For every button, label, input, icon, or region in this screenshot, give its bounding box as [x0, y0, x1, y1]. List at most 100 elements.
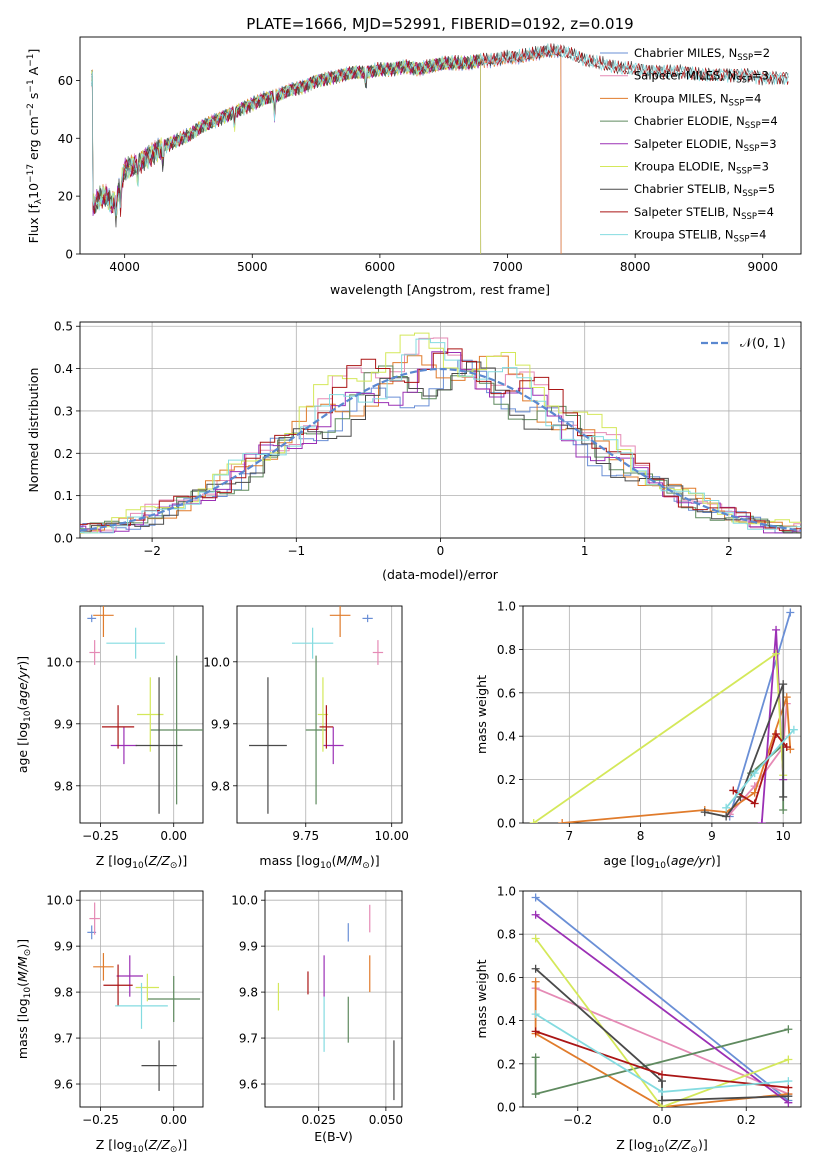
histogram-series	[80, 338, 801, 534]
legend-entry: Salpeter ELODIE, NSSP=3	[634, 137, 777, 154]
y-tick-label: 9.8	[239, 986, 258, 1000]
weight-marker	[531, 964, 540, 973]
weight-marker	[757, 819, 766, 823]
weight-marker	[531, 934, 540, 943]
x-tick-label: 9000	[747, 260, 778, 274]
weight-marker	[700, 808, 709, 817]
weight-marker	[531, 1010, 540, 1019]
weight-series	[534, 937, 789, 1107]
y-tick-label: 0.0	[54, 532, 73, 546]
axes-frame	[79, 890, 204, 1108]
x-tick-label: −0.25	[82, 829, 119, 843]
y-tick-label: 40	[58, 132, 73, 146]
weight-marker	[772, 625, 781, 634]
spectrum-line	[91, 43, 789, 217]
weight-marker	[750, 769, 759, 778]
z-weight-panel: −0.2 0.0 0.2 0.0 0.2 0.4 0.6 0.8 1.0 Z [log10(Z/Z…	[474, 885, 802, 1155]
weight-marker	[531, 977, 540, 986]
z-age-panel: −0.25 0.00 9.8 9.9 10.0 Z [log10(Z/Z⊙)] age [l…	[15, 605, 204, 871]
weight-marker	[529, 819, 538, 823]
x-tick-label: −2	[143, 544, 161, 558]
x-tick-label: 7000	[492, 260, 523, 274]
weight-marker	[531, 1027, 540, 1036]
x-tick-label: −0.25	[82, 1113, 119, 1127]
x-tick-label: 10.00	[375, 829, 409, 843]
legend-entry: 𝒩(0, 1)	[740, 335, 786, 350]
weight-marker	[779, 805, 788, 814]
legend-entry: Kroupa MILES, NSSP=4	[634, 91, 761, 108]
weight-marker	[784, 1077, 793, 1086]
y-tick-label: 0.2	[54, 447, 73, 461]
figure-title: PLATE=1666, MJD=52991, FIBERID=0192, z=0…	[246, 15, 633, 33]
histogram-series	[80, 348, 801, 531]
x-tick-label: 10	[776, 829, 791, 843]
y-tick-label: 0.6	[497, 686, 516, 700]
y-axis-label: Normed distribution	[26, 368, 41, 493]
spectrum-line	[91, 43, 789, 217]
y-axis-label: mass weight	[474, 675, 489, 754]
age-weight-panel: 7 8 9 10 0.0 0.2 0.4 0.6 0.8 1.0 age [log10(age/yr…	[474, 600, 802, 871]
axes-frame	[79, 36, 802, 255]
histograms	[80, 332, 801, 534]
legend-entry: Kroupa STELIB, NSSP=4	[634, 228, 766, 245]
y-tick-label: 0.2	[497, 773, 516, 787]
x-axis-label: E(B-V)	[314, 1129, 353, 1144]
weight-marker	[722, 803, 731, 812]
gaussian-curve	[80, 367, 801, 532]
x-tick-label: 9	[708, 829, 716, 843]
histogram-series	[80, 337, 801, 532]
x-tick-label: 5000	[237, 260, 268, 274]
legend-entry: Salpeter STELIB, NSSP=4	[634, 205, 774, 222]
weight-marker	[531, 893, 540, 902]
x-tick-label: 0.0	[652, 1113, 671, 1127]
y-axis-label: age [log10(age/yr)]	[15, 656, 33, 773]
y-tick-label: 0.6	[497, 971, 516, 985]
weight-series	[728, 612, 792, 817]
legend-entry: Chabrier MILES, NSSP=2	[634, 46, 770, 63]
y-tick-label: 9.8	[211, 779, 230, 793]
y-tick-label: 0.4	[497, 730, 516, 744]
y-tick-label: 9.6	[239, 1078, 258, 1092]
y-tick-label: 0.8	[497, 928, 516, 942]
x-tick-label: 9.75	[292, 829, 319, 843]
weight-marker	[779, 792, 788, 801]
weight-marker	[658, 1070, 666, 1079]
y-tick-label: 0.5	[54, 320, 73, 334]
weight-series	[535, 914, 789, 1104]
weight-marker	[558, 819, 567, 823]
weight-marker	[772, 649, 781, 658]
y-tick-label: 10.0	[46, 655, 73, 669]
mass-age-panel: 9.75 10.00 9.8 9.9 10.0 mass [log10(M/M⊙)]	[203, 605, 409, 871]
x-tick-label: −1	[287, 544, 305, 558]
weight-lines	[529, 608, 798, 823]
weight-marker	[772, 730, 781, 739]
y-tick-label: 1.0	[497, 885, 516, 899]
x-tick-label: 8	[637, 829, 645, 843]
y-tick-label: 10.0	[46, 894, 73, 908]
axes-frame	[79, 321, 802, 539]
weight-marker	[531, 1090, 540, 1099]
y-tick-label: 9.9	[54, 940, 73, 954]
weight-marker	[658, 1087, 666, 1096]
y-tick-label: 0.2	[497, 1057, 516, 1071]
ebv-mass-panel: 0.025 0.050 9.6 9.7 9.8 9.9 10.0 E(B-V)	[231, 890, 403, 1144]
weight-lines	[531, 893, 793, 1107]
y-tick-label: 0.4	[54, 362, 73, 376]
legend-entry: Chabrier ELODIE, NSSP=4	[634, 114, 778, 131]
x-axis-label: Z [log10(Z/Z⊙)]	[616, 1137, 707, 1155]
legend-entry: Salpeter MILES, NSSP=3	[634, 69, 769, 86]
error-bars	[87, 606, 203, 814]
histogram-series	[80, 365, 801, 534]
x-tick-label: 4000	[109, 260, 140, 274]
weight-series	[534, 981, 789, 1107]
x-tick-label: 0.050	[369, 1113, 403, 1127]
y-tick-label: 0	[65, 248, 73, 262]
axes-frame	[522, 605, 802, 824]
x-axis-label: mass [log10(M/M⊙)]	[259, 853, 379, 871]
legend-entry: Kroupa ELODIE, NSSP=3	[634, 160, 769, 177]
weight-marker	[531, 1053, 540, 1062]
x-tick-label: 0.00	[160, 1113, 187, 1127]
x-tick-label: 2	[725, 544, 733, 558]
y-tick-label: 0.0	[497, 1101, 516, 1115]
weight-marker	[722, 812, 731, 821]
